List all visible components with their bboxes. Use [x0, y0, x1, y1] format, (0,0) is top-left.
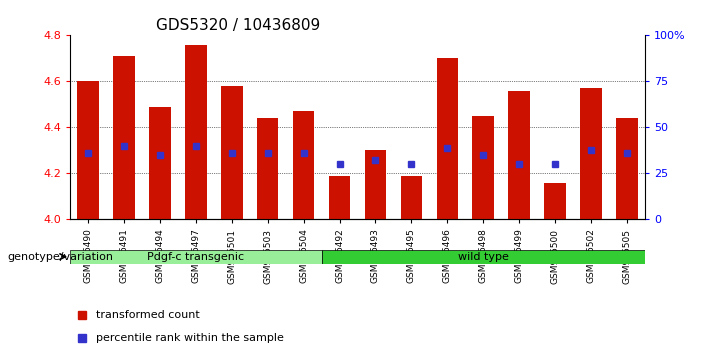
Bar [185, 45, 207, 219]
Bar [329, 176, 350, 219]
Bar [472, 116, 494, 219]
Bar [322, 250, 645, 264]
Bar [508, 91, 530, 219]
Bar [149, 107, 171, 219]
Bar [114, 56, 135, 219]
Bar [544, 183, 566, 219]
Bar [293, 112, 314, 219]
Bar [437, 58, 458, 219]
Bar [580, 88, 601, 219]
Bar [257, 118, 278, 219]
Text: Pdgf-c transgenic: Pdgf-c transgenic [147, 252, 245, 262]
Bar [616, 118, 638, 219]
Bar [77, 81, 99, 219]
Text: transformed count: transformed count [96, 310, 200, 320]
Bar [401, 176, 422, 219]
Text: wild type: wild type [458, 252, 509, 262]
Text: GDS5320 / 10436809: GDS5320 / 10436809 [156, 18, 320, 33]
Bar [70, 250, 322, 264]
Bar [221, 86, 243, 219]
Text: percentile rank within the sample: percentile rank within the sample [96, 333, 284, 343]
Text: genotype/variation: genotype/variation [7, 252, 113, 262]
Bar [365, 150, 386, 219]
